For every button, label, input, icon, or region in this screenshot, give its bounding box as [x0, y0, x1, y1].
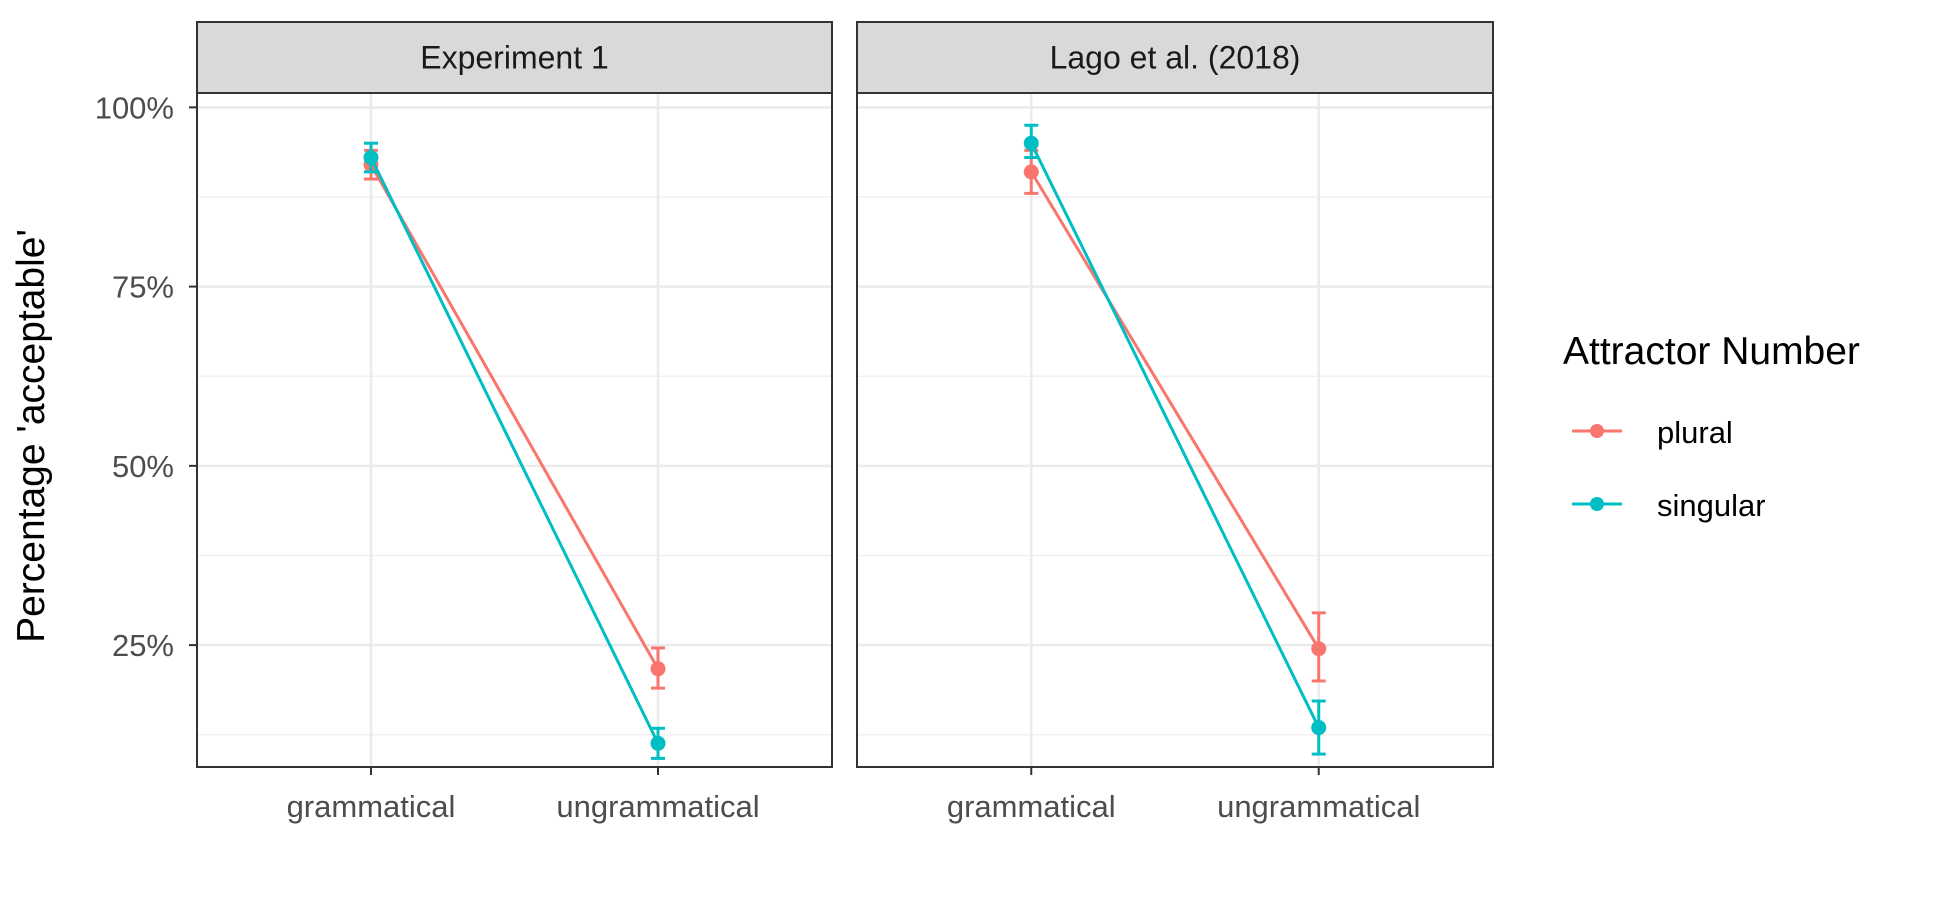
facet-title: Experiment 1 — [420, 40, 609, 76]
facet-strip — [856, 21, 1494, 94]
data-point-singular — [650, 735, 666, 751]
legend-label-plural: plural — [1657, 415, 1733, 450]
legend-item-plural: plural — [1572, 415, 1733, 450]
x-tick-label: ungrammatical — [556, 789, 759, 824]
data-point-singular — [1023, 135, 1039, 151]
plot-background — [197, 93, 832, 767]
data-point-plural — [1023, 164, 1039, 180]
series-line-plural — [369, 163, 660, 670]
x-tick-label: grammatical — [947, 789, 1116, 824]
x-tick-label: grammatical — [287, 789, 456, 824]
facet-panel: Experiment 1 grammatical ungrammatical — [196, 21, 833, 824]
y-tick-label: 75% — [112, 270, 174, 305]
data-point-singular — [363, 150, 379, 166]
facet-panel: Lago et al. (2018) grammatical ungrammatic… — [856, 21, 1494, 824]
panel-border — [856, 92, 1494, 768]
legend-key-point-plural — [1590, 424, 1604, 438]
legend-item-singular: singular — [1572, 488, 1766, 523]
legend-label-singular: singular — [1657, 488, 1766, 523]
facet-title: Lago et al. (2018) — [1050, 40, 1301, 76]
data-point-plural — [1311, 641, 1327, 657]
data-point-plural — [650, 661, 666, 677]
series-line-singular — [1029, 142, 1321, 729]
x-tick-label: ungrammatical — [1217, 789, 1420, 824]
series-line-singular — [369, 156, 660, 744]
legend-key-point-singular — [1590, 497, 1604, 511]
series-line-plural — [1029, 171, 1321, 650]
y-tick-label: 50% — [112, 449, 174, 484]
y-tick-label: 25% — [112, 628, 174, 663]
y-axis-title: Percentage 'acceptable' — [10, 229, 53, 643]
plot-background — [857, 93, 1493, 767]
data-point-singular — [1311, 720, 1327, 736]
legend: Attractor Number plural singular — [1563, 330, 1860, 523]
legend-title: Attractor Number — [1563, 330, 1860, 373]
panel-border — [196, 92, 833, 768]
y-tick-label: 100% — [95, 90, 174, 125]
